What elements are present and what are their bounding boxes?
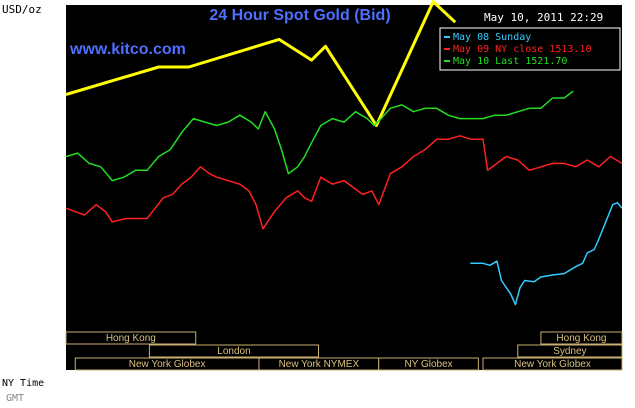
session-bar [65,331,197,345]
timestamp: May 10, 2011 22:29 [484,11,603,24]
subtitle: www.kitco.com [69,41,186,58]
price-line [66,90,574,182]
session-bar [482,357,623,371]
legend-label: May 10 Last 1521.70 [453,56,567,67]
session-label: Hong Kong [106,333,156,344]
legend-label: May 08 Sunday [453,32,531,43]
x-axis-label: NY Time [2,378,44,389]
session-label: Hong Kong [556,333,606,344]
session-label: Sydney [553,346,586,357]
price-line [66,135,622,230]
session-label: New York NYMEX [279,359,360,370]
session-label: London [217,346,250,357]
legend-label: May 09 NY close 1513.10 [453,44,591,55]
session-bar [540,331,623,345]
chart-title: 24 Hour Spot Gold (Bid) [209,7,390,24]
session-label: New York Globex [514,359,591,370]
session-label: NY Globex [404,359,452,370]
session-label: New York Globex [129,359,206,370]
session-bar [378,357,479,371]
y-axis-label: USD/oz [2,3,42,16]
session-bar [148,344,320,358]
legend-box [439,27,621,71]
x2-axis-label: GMT [6,393,24,404]
price-line [470,201,622,306]
price-line [66,0,457,127]
session-bar [517,344,623,358]
